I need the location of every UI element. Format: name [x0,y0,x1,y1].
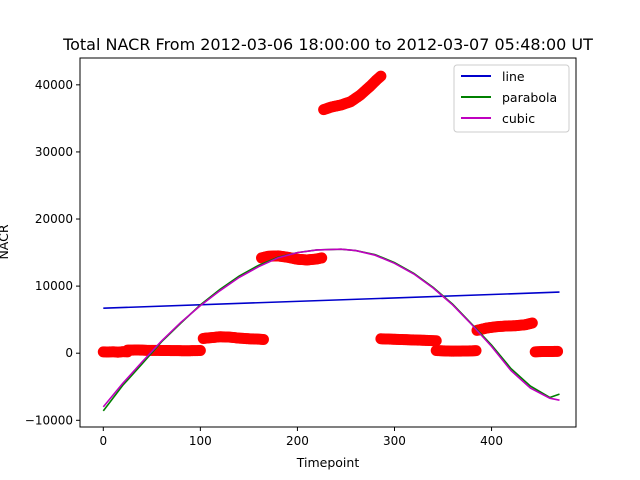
legend-box [453,64,570,133]
data-point [526,317,538,329]
x-tick-label: 200 [286,434,309,448]
data-point [257,333,269,345]
data-point [430,335,442,347]
series-line-cubic [102,248,560,408]
chart-title: Total NACR From 2012-03-06 18:00:00 to 2… [62,35,593,54]
y-tick-label: 40000 [35,78,73,92]
x-tick-label: 300 [383,434,406,448]
x-tick-label: 400 [480,434,503,448]
data-point [552,345,564,357]
data-point [194,345,206,357]
y-tick-label: 20000 [35,212,73,226]
y-tick-label: 30000 [35,145,73,159]
x-axis-label: Timepoint [296,455,360,470]
legend-label-cubic: cubic [502,111,535,126]
x-tick-label: 0 [99,434,107,448]
legend: line parabola cubic [453,64,570,133]
data-point [470,345,482,357]
y-tick-label: 0 [65,346,73,360]
data-point [316,252,328,264]
legend-label-line: line [502,69,525,84]
y-axis-ticks: −10000 0 10000 20000 30000 40000 [25,78,80,427]
x-tick-label: 100 [189,434,212,448]
plot-area [79,57,577,428]
y-axis-label: NACR [0,224,11,259]
data-point [375,70,387,82]
y-tick-label: −10000 [25,413,73,427]
series-line-line [103,291,560,309]
y-tick-label: 10000 [35,279,73,293]
plot-frame [79,57,577,428]
legend-label-parabola: parabola [502,90,557,105]
x-axis-ticks: 0 100 200 300 400 [99,427,503,448]
